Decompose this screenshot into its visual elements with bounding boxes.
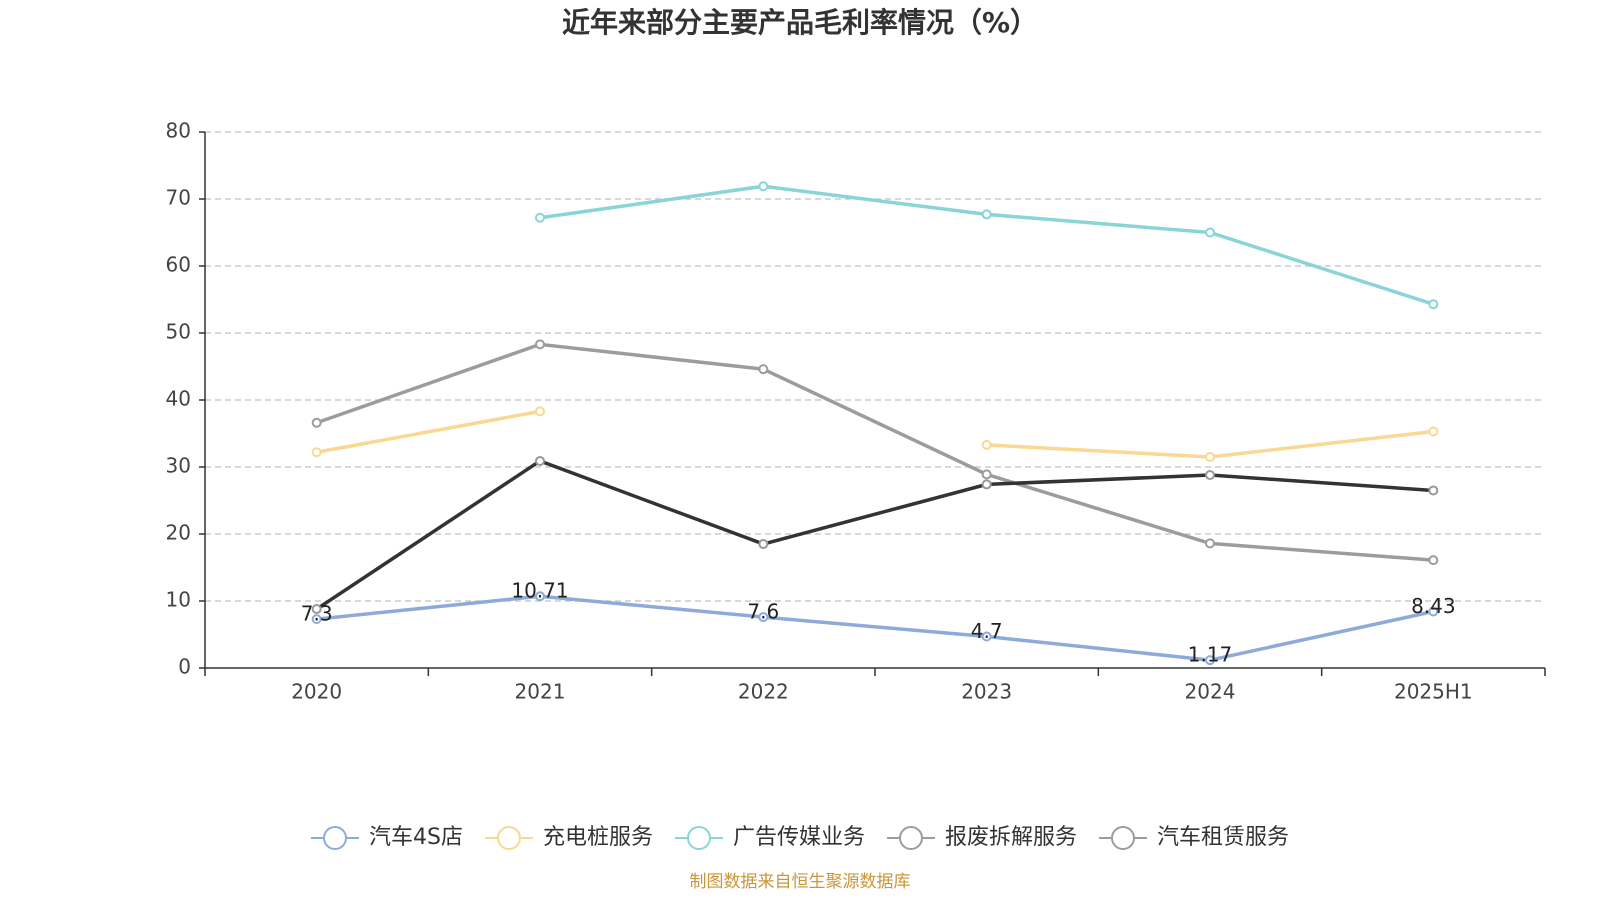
data-point	[535, 339, 545, 350]
series-line	[316, 342, 1434, 562]
data-point	[1205, 655, 1215, 666]
data-point	[758, 181, 769, 192]
data-label: 1.17	[1188, 643, 1233, 667]
data-point	[535, 212, 545, 223]
y-tick-label: 30	[166, 454, 191, 478]
x-tick-label: 2021	[515, 680, 566, 704]
legend-label: 汽车4S店	[369, 825, 463, 850]
legend-marker	[898, 826, 923, 850]
data-point	[1205, 538, 1215, 549]
data-point	[1205, 451, 1215, 462]
data-point	[758, 539, 769, 550]
data-point	[981, 479, 992, 490]
series-line	[316, 409, 1434, 459]
data-point	[758, 612, 769, 623]
data-label: 10.71	[511, 579, 568, 603]
y-tick-label: 70	[166, 186, 191, 210]
legend-label: 报废拆解服务	[945, 825, 1077, 850]
legend-label: 广告传媒业务	[733, 825, 865, 850]
y-tick-label: 40	[166, 387, 191, 411]
x-tick-label: 2024	[1185, 680, 1236, 704]
x-tick-label: 2023	[961, 680, 1012, 704]
y-tick-label: 10	[166, 588, 191, 612]
y-tick-label: 80	[166, 119, 191, 143]
legend-marker	[322, 826, 347, 850]
data-point	[535, 455, 545, 466]
data-point	[981, 469, 992, 480]
data-point	[758, 364, 769, 375]
data-point	[535, 406, 545, 417]
data-point	[981, 439, 992, 450]
data-point	[1428, 299, 1439, 310]
data-point	[311, 447, 322, 458]
y-tick-label: 60	[166, 253, 191, 277]
data-point	[1428, 606, 1439, 617]
y-tick-label: 20	[166, 521, 191, 545]
data-point	[1428, 555, 1439, 566]
data-label: 7.6	[747, 600, 779, 624]
data-point	[311, 417, 322, 428]
data-point	[1205, 470, 1215, 481]
legend-label: 汽车租赁服务	[1157, 825, 1289, 850]
y-tick-label: 50	[166, 320, 191, 344]
legend: 汽车4S店 充电桩服务 广告传媒业务 报废拆解服务 汽车租赁服务	[310, 825, 1289, 850]
data-point	[311, 614, 322, 625]
series-line	[315, 459, 1434, 611]
source-note: 制图数据来自恒生聚源数据库	[690, 872, 911, 892]
y-tick-label: 0	[178, 655, 191, 679]
x-tick-label: 2025H1	[1394, 680, 1473, 704]
chart-title: 近年来部分主要产品毛利率情况（%）	[562, 6, 1038, 39]
series-line	[316, 594, 1434, 662]
data-point	[981, 209, 992, 220]
legend-marker	[1111, 826, 1135, 850]
legend-marker	[496, 826, 521, 850]
legend-label: 充电桩服务	[543, 825, 653, 850]
x-tick-label: 2020	[291, 680, 342, 704]
legend-marker	[686, 826, 711, 850]
data-point	[1428, 426, 1439, 437]
data-point	[1205, 227, 1215, 238]
data-label: 4.7	[971, 619, 1003, 643]
data-point	[311, 604, 322, 615]
x-tick-label: 2022	[738, 680, 789, 704]
data-point	[1428, 485, 1439, 496]
series-line	[539, 184, 1434, 306]
data-label: 8.43	[1411, 594, 1456, 618]
data-point	[981, 631, 992, 642]
data-point	[535, 591, 545, 602]
